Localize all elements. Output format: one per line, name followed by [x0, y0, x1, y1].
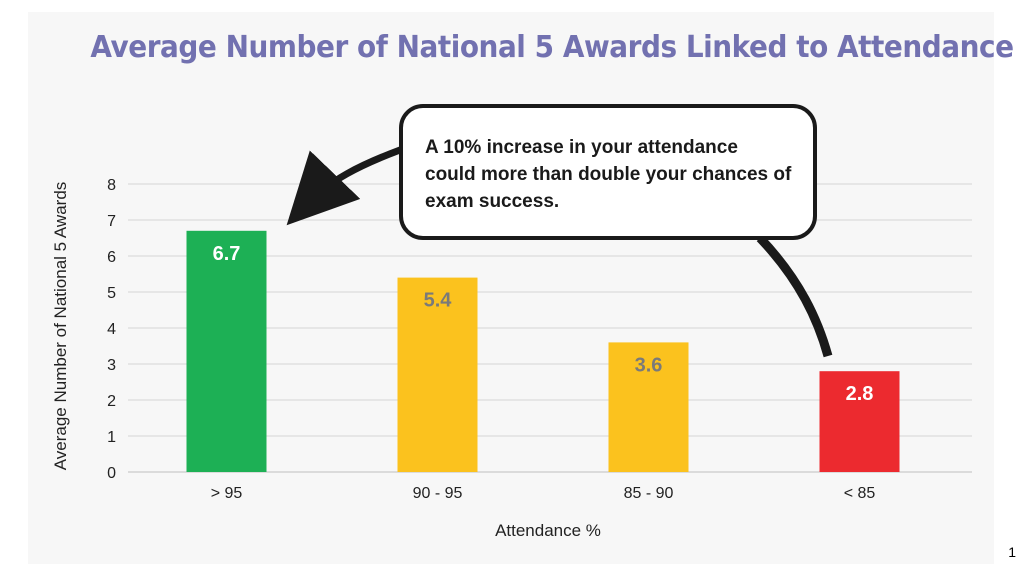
x-tick-label: 85 - 90 [624, 485, 674, 502]
y-axis-title: Average Number of National 5 Awards [51, 182, 70, 471]
bar-value-label: 2.8 [846, 383, 874, 405]
x-axis-title: Attendance % [495, 521, 601, 540]
y-tick-label: 6 [107, 249, 116, 266]
x-tick-label: > 95 [211, 485, 243, 502]
y-tick-label: 2 [107, 393, 116, 410]
bar [397, 277, 478, 472]
bar [186, 230, 267, 472]
bar-value-label: 6.7 [213, 243, 241, 265]
page-number: 1 [1008, 544, 1016, 560]
bar [608, 342, 689, 472]
y-tick-label: 4 [107, 321, 116, 338]
y-tick-label: 8 [107, 177, 116, 194]
y-tick-label: 7 [107, 213, 116, 230]
chart-title: Average Number of National 5 Awards Link… [90, 30, 1014, 65]
callout-arrow-left [286, 146, 404, 226]
x-tick-label: 90 - 95 [413, 485, 463, 502]
bars: 6.7 5.4 3.6 2.8 [186, 230, 900, 472]
x-tick-labels: > 95 90 - 95 85 - 90 < 85 [211, 485, 876, 502]
y-tick-label: 3 [107, 357, 116, 374]
callout-bubble: A 10% increase in your attendance could … [399, 104, 817, 240]
bar-value-label: 5.4 [424, 290, 453, 312]
y-tick-label: 5 [107, 285, 116, 302]
callout-tail-right [756, 234, 833, 358]
y-tick-labels: 0 1 2 3 4 5 6 7 8 [107, 177, 116, 482]
bar-value-label: 3.6 [635, 354, 663, 376]
y-tick-label: 0 [107, 465, 116, 482]
y-tick-label: 1 [107, 429, 116, 446]
callout-text: A 10% increase in your attendance could … [425, 137, 792, 212]
bar [819, 371, 900, 472]
x-tick-label: < 85 [844, 485, 876, 502]
